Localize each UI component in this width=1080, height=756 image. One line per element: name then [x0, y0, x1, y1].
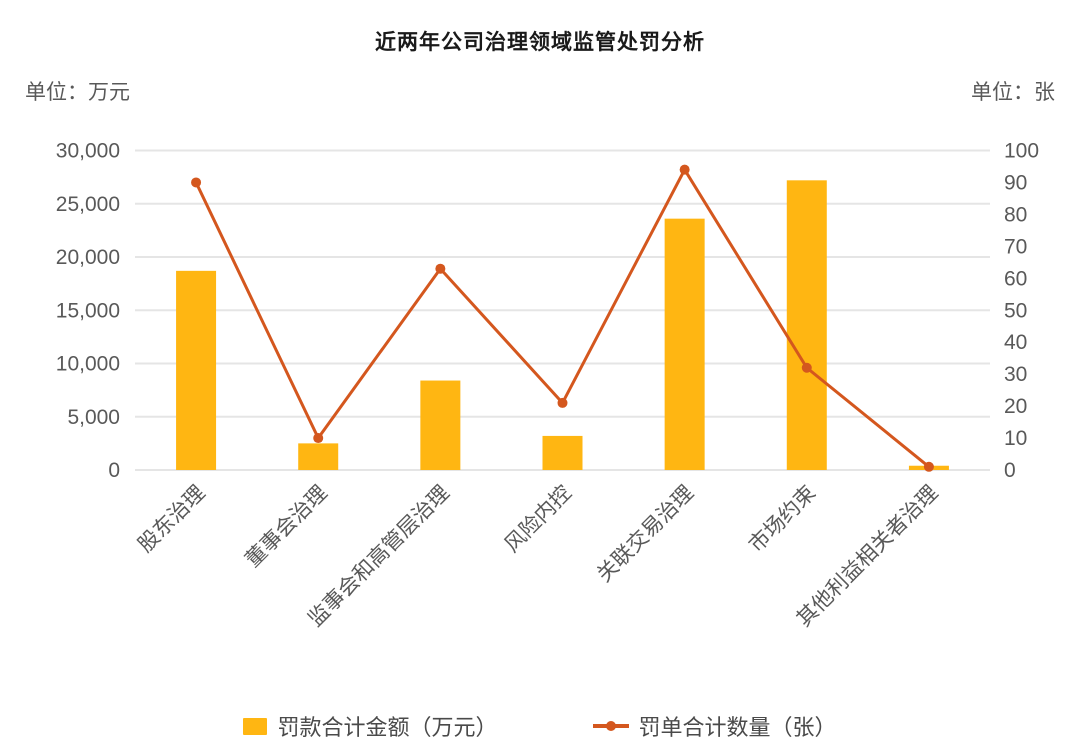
- svg-text:监事会和高管层治理: 监事会和高管层治理: [304, 481, 454, 631]
- gridlines: [135, 149, 990, 471]
- bar-4: [664, 218, 705, 470]
- svg-text:关联交易治理: 关联交易治理: [593, 481, 698, 586]
- chart-legend: 罚款合计金额（万元） 罚单合计数量（张）: [0, 710, 1080, 742]
- svg-text:80: 80: [1004, 203, 1027, 226]
- line-point-3: [557, 397, 568, 408]
- legend-label-ticket-count: 罚单合计数量（张）: [638, 715, 837, 740]
- bar-series: [176, 180, 949, 470]
- svg-text:市场约束: 市场约束: [745, 481, 821, 557]
- legend-item-fines-amount: 罚款合计金额（万元）: [243, 710, 498, 742]
- bar-0: [176, 270, 217, 470]
- line-point-4: [679, 164, 690, 175]
- svg-text:60: 60: [1004, 267, 1027, 290]
- svg-text:5,000: 5,000: [67, 406, 120, 429]
- bar-series-swatch: [243, 717, 268, 735]
- svg-text:10: 10: [1004, 427, 1027, 450]
- svg-text:30: 30: [1004, 363, 1027, 386]
- chart-title: 近两年公司治理领域监管处罚分析: [375, 31, 705, 54]
- svg-text:15,000: 15,000: [56, 299, 120, 322]
- svg-text:40: 40: [1004, 331, 1027, 354]
- right-axis-tick-labels: 0 10 20 30 40 50 60 70 80 90 100: [1004, 140, 1039, 483]
- right-axis-unit-label: 单位：张: [971, 81, 1055, 104]
- bar-5: [786, 180, 827, 470]
- svg-text:20,000: 20,000: [56, 246, 120, 269]
- svg-text:0: 0: [1004, 459, 1016, 482]
- line-marker-dot-icon: [605, 721, 616, 731]
- bar-1: [298, 443, 339, 470]
- left-axis-tick-labels: 0 5,000 10,000 15,000 20,000 25,000 30,000: [56, 140, 120, 483]
- line-point-2: [435, 263, 446, 274]
- line-point-0: [191, 177, 202, 188]
- svg-text:20: 20: [1004, 395, 1027, 418]
- legend-item-ticket-count: 罚单合计数量（张）: [592, 710, 837, 742]
- svg-text:风险内控: 风险内控: [500, 481, 576, 557]
- svg-text:25,000: 25,000: [56, 193, 120, 216]
- bar-3: [542, 435, 583, 470]
- svg-text:100: 100: [1004, 140, 1039, 163]
- svg-text:70: 70: [1004, 235, 1027, 258]
- legend-label-fines-amount: 罚款合计金额（万元）: [277, 715, 498, 740]
- svg-text:0: 0: [108, 459, 120, 482]
- left-axis-unit-label: 单位：万元: [25, 81, 130, 104]
- svg-text:其他利益相关者治理: 其他利益相关者治理: [793, 481, 943, 631]
- line-point-6: [923, 461, 934, 472]
- svg-text:股东治理: 股东治理: [134, 481, 210, 557]
- line-point-1: [313, 433, 324, 444]
- svg-text:董事会治理: 董事会治理: [241, 481, 332, 572]
- line-series-swatch: [592, 721, 629, 731]
- line-point-5: [801, 362, 812, 373]
- bar-2: [420, 380, 461, 470]
- svg-text:30,000: 30,000: [56, 140, 120, 163]
- line-series: [191, 164, 934, 472]
- svg-text:50: 50: [1004, 299, 1027, 322]
- svg-text:90: 90: [1004, 171, 1027, 194]
- svg-text:10,000: 10,000: [56, 353, 120, 376]
